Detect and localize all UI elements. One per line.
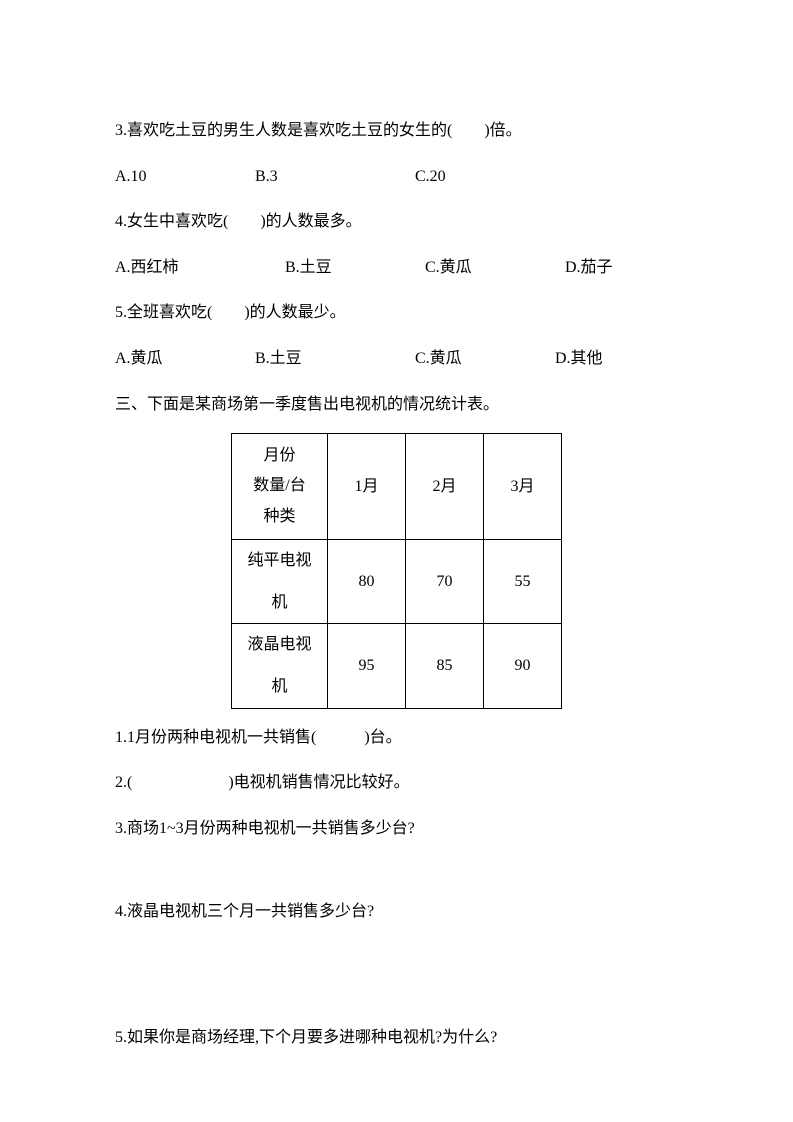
table-month-3: 3月 [484, 434, 562, 540]
section-3-title: 三、下面是某商场第一季度售出电视机的情况统计表。 [115, 384, 678, 426]
sub-question-3: 3.商场1~3月份两种电视机一共销售多少台? [115, 808, 678, 850]
question-4-options: A.西红柿 B.土豆 C.黄瓜 D.茄子 [115, 247, 678, 289]
option-5b: B.土豆 [255, 338, 415, 380]
header-line-2: 数量/台 [240, 471, 319, 501]
table-cell: 90 [484, 624, 562, 708]
table-type-flat: 纯平电视机 [232, 540, 328, 624]
table-month-1: 1月 [328, 434, 406, 540]
option-3a: A.10 [115, 156, 255, 198]
table-cell: 70 [406, 540, 484, 624]
tv-sales-table-container: 月份 数量/台 种类 1月 2月 3月 纯平电视机 80 70 55 液晶电视机… [115, 433, 678, 708]
header-line-3: 种类 [240, 502, 319, 532]
table-header-corner: 月份 数量/台 种类 [232, 434, 328, 540]
table-row: 液晶电视机 95 85 90 [232, 624, 562, 708]
header-line-1: 月份 [240, 441, 319, 471]
option-4c: C.黄瓜 [425, 247, 565, 289]
question-3-options: A.10 B.3 C.20 [115, 156, 678, 198]
option-5a: A.黄瓜 [115, 338, 255, 380]
table-header-row: 月份 数量/台 种类 1月 2月 3月 [232, 434, 562, 540]
question-5-text: 5.全班喜欢吃( )的人数最少。 [115, 292, 678, 334]
table-month-2: 2月 [406, 434, 484, 540]
answer-space [115, 937, 678, 1017]
table-row: 纯平电视机 80 70 55 [232, 540, 562, 624]
option-4a: A.西红柿 [115, 247, 285, 289]
sub-question-1: 1.1月份两种电视机一共销售( )台。 [115, 717, 678, 759]
sub-question-2: 2.( )电视机销售情况比较好。 [115, 762, 678, 804]
option-4b: B.土豆 [285, 247, 425, 289]
table-cell: 55 [484, 540, 562, 624]
option-3c: C.20 [415, 156, 555, 198]
option-5d: D.其他 [555, 338, 655, 380]
option-5c: C.黄瓜 [415, 338, 555, 380]
question-3-text: 3.喜欢吃土豆的男生人数是喜欢吃土豆的女生的( )倍。 [115, 110, 678, 152]
sub-question-5: 5.如果你是商场经理,下个月要多进哪种电视机?为什么? [115, 1017, 678, 1059]
tv-sales-table: 月份 数量/台 种类 1月 2月 3月 纯平电视机 80 70 55 液晶电视机… [231, 433, 562, 708]
question-4-text: 4.女生中喜欢吃( )的人数最多。 [115, 201, 678, 243]
table-cell: 95 [328, 624, 406, 708]
sub-question-4: 4.液晶电视机三个月一共销售多少台? [115, 891, 678, 933]
table-type-lcd: 液晶电视机 [232, 624, 328, 708]
answer-space [115, 853, 678, 891]
option-3b: B.3 [255, 156, 415, 198]
question-5-options: A.黄瓜 B.土豆 C.黄瓜 D.其他 [115, 338, 678, 380]
table-cell: 85 [406, 624, 484, 708]
table-cell: 80 [328, 540, 406, 624]
option-4d: D.茄子 [565, 247, 665, 289]
